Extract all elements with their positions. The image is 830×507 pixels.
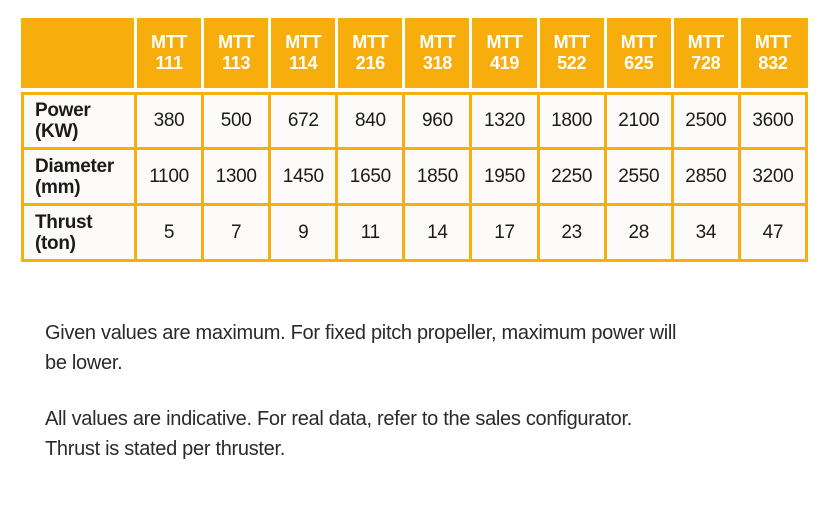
table-cell-power-mtt-216: 840: [338, 95, 403, 147]
table-cell-diameter-mtt-522: 2250: [539, 150, 604, 203]
column-brand: MTT: [486, 32, 523, 52]
table-cell-thrust-mtt-111: 5: [137, 206, 202, 259]
row-unit: (KW): [35, 121, 79, 142]
table-cell-power-mtt-832: 3600: [740, 95, 805, 147]
column-model: 114: [289, 53, 318, 73]
table-cell-thrust-mtt-114: 9: [271, 206, 336, 259]
column-brand: MTT: [687, 32, 724, 52]
column-brand: MTT: [151, 32, 188, 52]
table-cell-thrust-mtt-216: 11: [338, 206, 403, 259]
table-cell-power-mtt-113: 500: [204, 95, 269, 147]
column-header-mtt-111: MTT 111: [137, 18, 202, 88]
corner-cell: [24, 18, 134, 88]
table-cell-diameter-mtt-832: 3200: [740, 150, 805, 203]
column-brand: MTT: [620, 32, 657, 52]
row-header-diameter: Diameter (mm): [24, 150, 134, 203]
column-header-mtt-625: MTT 625: [606, 18, 671, 88]
column-brand: MTT: [419, 32, 456, 52]
column-model: 522: [557, 53, 587, 73]
column-brand: MTT: [553, 32, 590, 52]
note-line: be lower.: [45, 352, 123, 374]
table-cell-thrust-mtt-318: 14: [405, 206, 470, 259]
note-line: Given values are maximum. For fixed pitc…: [45, 322, 677, 344]
column-brand: MTT: [218, 32, 255, 52]
table-cell-diameter-mtt-625: 2550: [606, 150, 671, 203]
table-cell-diameter-mtt-419: 1950: [472, 150, 537, 203]
column-model: 832: [758, 53, 788, 73]
column-brand: MTT: [285, 32, 322, 52]
note-line: All values are indicative. For real data…: [45, 408, 633, 430]
table-cell-diameter-mtt-111: 1100: [137, 150, 202, 203]
table-cell-thrust-mtt-728: 34: [673, 206, 738, 259]
column-model: 625: [624, 53, 654, 73]
table-cell-power-mtt-114: 672: [271, 95, 336, 147]
column-header-mtt-728: MTT 728: [673, 18, 738, 88]
table-cell-power-mtt-625: 2100: [606, 95, 671, 147]
note-line: Thrust is stated per thruster.: [45, 438, 285, 460]
table-body: Power (KW) 380 500 672 840 960 1320 1800…: [21, 92, 808, 262]
notes-section: Given values are maximum. For fixed pitc…: [45, 318, 676, 490]
column-header-mtt-113: MTT 113: [204, 18, 269, 88]
column-header-mtt-216: MTT 216: [338, 18, 403, 88]
table-cell-thrust-mtt-522: 23: [539, 206, 604, 259]
row-label: Thrust: [35, 211, 93, 233]
table-cell-power-mtt-318: 960: [405, 95, 470, 147]
row-label: Diameter: [35, 155, 114, 177]
column-header-mtt-419: MTT 419: [472, 18, 537, 88]
table-cell-thrust-mtt-832: 47: [740, 206, 805, 259]
note-indicative: All values are indicative. For real data…: [45, 404, 676, 464]
column-model: 111: [155, 53, 183, 73]
note-fixed-pitch: Given values are maximum. For fixed pitc…: [45, 318, 676, 378]
table-cell-power-mtt-419: 1320: [472, 95, 537, 147]
column-brand: MTT: [352, 32, 389, 52]
table-cell-power-mtt-728: 2500: [673, 95, 738, 147]
table-cell-power-mtt-111: 380: [137, 95, 202, 147]
column-model: 728: [691, 53, 721, 73]
column-model: 216: [355, 53, 385, 73]
table-header-row: MTT 111 MTT 113 MTT 114 MTT 216 MTT 318 …: [21, 18, 808, 88]
row-label: Power: [35, 100, 91, 121]
column-model: 318: [422, 53, 452, 73]
row-unit: (mm): [35, 176, 81, 198]
table-cell-thrust-mtt-625: 28: [606, 206, 671, 259]
column-header-mtt-318: MTT 318: [405, 18, 470, 88]
row-header-power: Power (KW): [24, 95, 134, 147]
row-unit: (ton): [35, 232, 76, 254]
table-cell-thrust-mtt-419: 17: [472, 206, 537, 259]
column-header-mtt-522: MTT 522: [539, 18, 604, 88]
table-cell-power-mtt-522: 1800: [539, 95, 604, 147]
column-model: 113: [222, 53, 251, 73]
column-brand: MTT: [754, 32, 791, 52]
thruster-specs-table: MTT 111 MTT 113 MTT 114 MTT 216 MTT 318 …: [21, 18, 808, 262]
table-cell-diameter-mtt-113: 1300: [204, 150, 269, 203]
table-cell-diameter-mtt-216: 1650: [338, 150, 403, 203]
table-cell-diameter-mtt-318: 1850: [405, 150, 470, 203]
column-header-mtt-832: MTT 832: [740, 18, 805, 88]
table-cell-diameter-mtt-728: 2850: [673, 150, 738, 203]
column-header-mtt-114: MTT 114: [271, 18, 336, 88]
row-header-thrust: Thrust (ton): [24, 206, 134, 259]
column-model: 419: [489, 53, 520, 73]
table-cell-thrust-mtt-113: 7: [204, 206, 269, 259]
table-cell-diameter-mtt-114: 1450: [271, 150, 336, 203]
